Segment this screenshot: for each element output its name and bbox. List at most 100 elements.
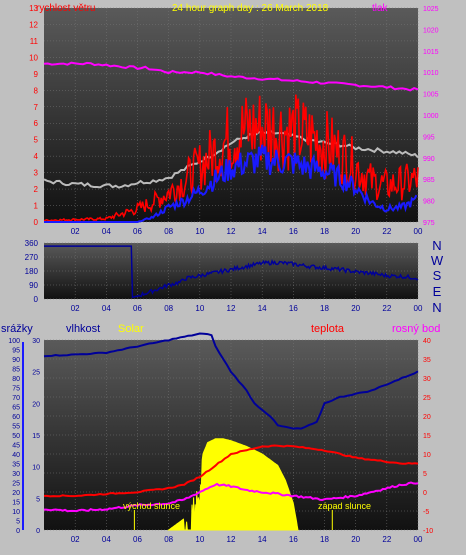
- temperature-tick-label: 15: [423, 433, 431, 440]
- temperature-tick-label: 20: [423, 414, 431, 421]
- x-tick-label: 18: [320, 535, 329, 544]
- temperature-series: [44, 444, 419, 498]
- right-tick-label: 995: [423, 134, 435, 141]
- rain-tick-label: 75: [12, 386, 20, 393]
- temperature-tick-label: 35: [423, 357, 431, 364]
- wind-speed-series: [44, 144, 418, 223]
- right-tick-label: 980: [423, 199, 435, 206]
- solar-label: Solar: [118, 323, 144, 335]
- x-tick-label: 08: [164, 535, 173, 544]
- direction-tick-label: 90: [29, 281, 38, 290]
- humidity-tick-label: 5: [36, 496, 40, 503]
- compass-s: S: [433, 268, 442, 283]
- right-tick-label: 1015: [423, 49, 439, 56]
- left-tick-label: 0: [34, 218, 39, 227]
- left-tick-label: 12: [29, 20, 38, 29]
- rain-tick-label: 0: [16, 528, 20, 535]
- rain-tick-label: 65: [12, 405, 20, 412]
- compass-legend: N W S E N: [431, 238, 444, 315]
- x-tick-label: 12: [227, 304, 236, 313]
- x-tick-label: 00: [414, 535, 423, 544]
- left-tick-label: 6: [34, 119, 39, 128]
- x-tick-label: 02: [71, 227, 80, 236]
- left-tick-label: 10: [29, 53, 38, 62]
- right-tick-label: 1020: [423, 27, 439, 34]
- x-tick-label: 10: [195, 304, 204, 313]
- x-tick-label: 18: [320, 304, 329, 313]
- temperature-tick-label: 5: [423, 471, 427, 478]
- x-tick-label: 16: [289, 304, 298, 313]
- rain-tick-label: 10: [12, 509, 20, 516]
- pressure-label: tlak: [372, 3, 389, 14]
- dewpoint-series: [44, 481, 419, 513]
- humidity-label: vlhkost: [66, 323, 100, 335]
- x-tick-label: 20: [351, 304, 360, 313]
- left-tick-label: 11: [30, 37, 39, 46]
- direction-tick-label: 0: [34, 295, 39, 304]
- right-tick-label: 1000: [423, 113, 439, 120]
- rain-tick-label: 45: [12, 443, 20, 450]
- right-tick-label: 990: [423, 156, 435, 163]
- right-tick-label: 1005: [423, 92, 439, 99]
- graph-title: 24 hour graph day : 26 March 2018: [172, 3, 329, 14]
- wind-speed-label: rychlost větru: [36, 3, 95, 14]
- x-tick-label: 12: [227, 535, 236, 544]
- compass-n-bottom: N: [432, 300, 441, 315]
- rain-tick-label: 20: [12, 490, 20, 497]
- pressure-series: [43, 61, 419, 92]
- rain-tick-label: 95: [12, 348, 20, 355]
- left-tick-label: 4: [34, 152, 39, 161]
- rain-tick-label: 60: [12, 414, 20, 421]
- x-tick-label: 04: [102, 535, 111, 544]
- rain-tick-label: 50: [12, 433, 20, 440]
- rain-tick-label: 15: [12, 500, 20, 507]
- temperature-tick-label: 10: [423, 452, 431, 459]
- rain-tick-label: 5: [16, 519, 20, 526]
- direction-tick-label: 360: [25, 239, 39, 248]
- x-tick-label: 18: [320, 227, 329, 236]
- rain-tick-label: 70: [12, 395, 20, 402]
- x-tick-label: 02: [71, 535, 80, 544]
- rain-tick-label: 90: [12, 357, 20, 364]
- humidity-tick-label: 0: [36, 528, 40, 535]
- x-tick-label: 20: [351, 535, 360, 544]
- rain-tick-label: 55: [12, 424, 20, 431]
- rain-tick-label: 30: [12, 471, 20, 478]
- x-tick-label: 14: [258, 304, 267, 313]
- average-wind-series: [43, 130, 419, 189]
- left-tick-label: 3: [34, 169, 39, 178]
- humidity-tick-label: 10: [32, 465, 40, 472]
- sunrise-label: východ slunce: [123, 501, 180, 511]
- x-tick-label: 04: [102, 227, 111, 236]
- rain-tick-label: 40: [12, 452, 20, 459]
- left-tick-label: 1: [34, 202, 39, 211]
- left-tick-label: 7: [34, 103, 39, 112]
- x-tick-label: 08: [164, 227, 173, 236]
- temperature-tick-label: 30: [423, 376, 431, 383]
- temperature-tick-label: -5: [423, 509, 429, 516]
- left-tick-label: 13: [29, 4, 38, 13]
- temperature-label: teplota: [311, 323, 345, 335]
- rain-tick-label: 35: [12, 462, 20, 469]
- humidity-tick-label: 30: [32, 338, 40, 345]
- sunset-label: západ slunce: [318, 501, 371, 511]
- x-tick-label: 00: [414, 304, 423, 313]
- wind-pressure-panel: [44, 8, 418, 222]
- x-tick-label: 06: [133, 304, 142, 313]
- x-tick-label: 14: [258, 535, 267, 544]
- right-tick-label: 1025: [423, 6, 439, 13]
- x-tick-label: 22: [382, 304, 391, 313]
- humidity-series: [43, 332, 419, 430]
- rain-tick-label: 100: [8, 338, 20, 345]
- left-tick-label: 8: [34, 86, 39, 95]
- wind-direction-series: [44, 245, 419, 299]
- direction-tick-label: 270: [25, 253, 39, 262]
- dewpoint-label: rosný bod: [392, 323, 440, 335]
- x-tick-label: 08: [164, 304, 173, 313]
- right-tick-label: 985: [423, 177, 435, 184]
- x-tick-label: 00: [414, 227, 423, 236]
- x-tick-label: 06: [133, 535, 142, 544]
- x-tick-label: 06: [133, 227, 142, 236]
- humidity-tick-label: 20: [32, 401, 40, 408]
